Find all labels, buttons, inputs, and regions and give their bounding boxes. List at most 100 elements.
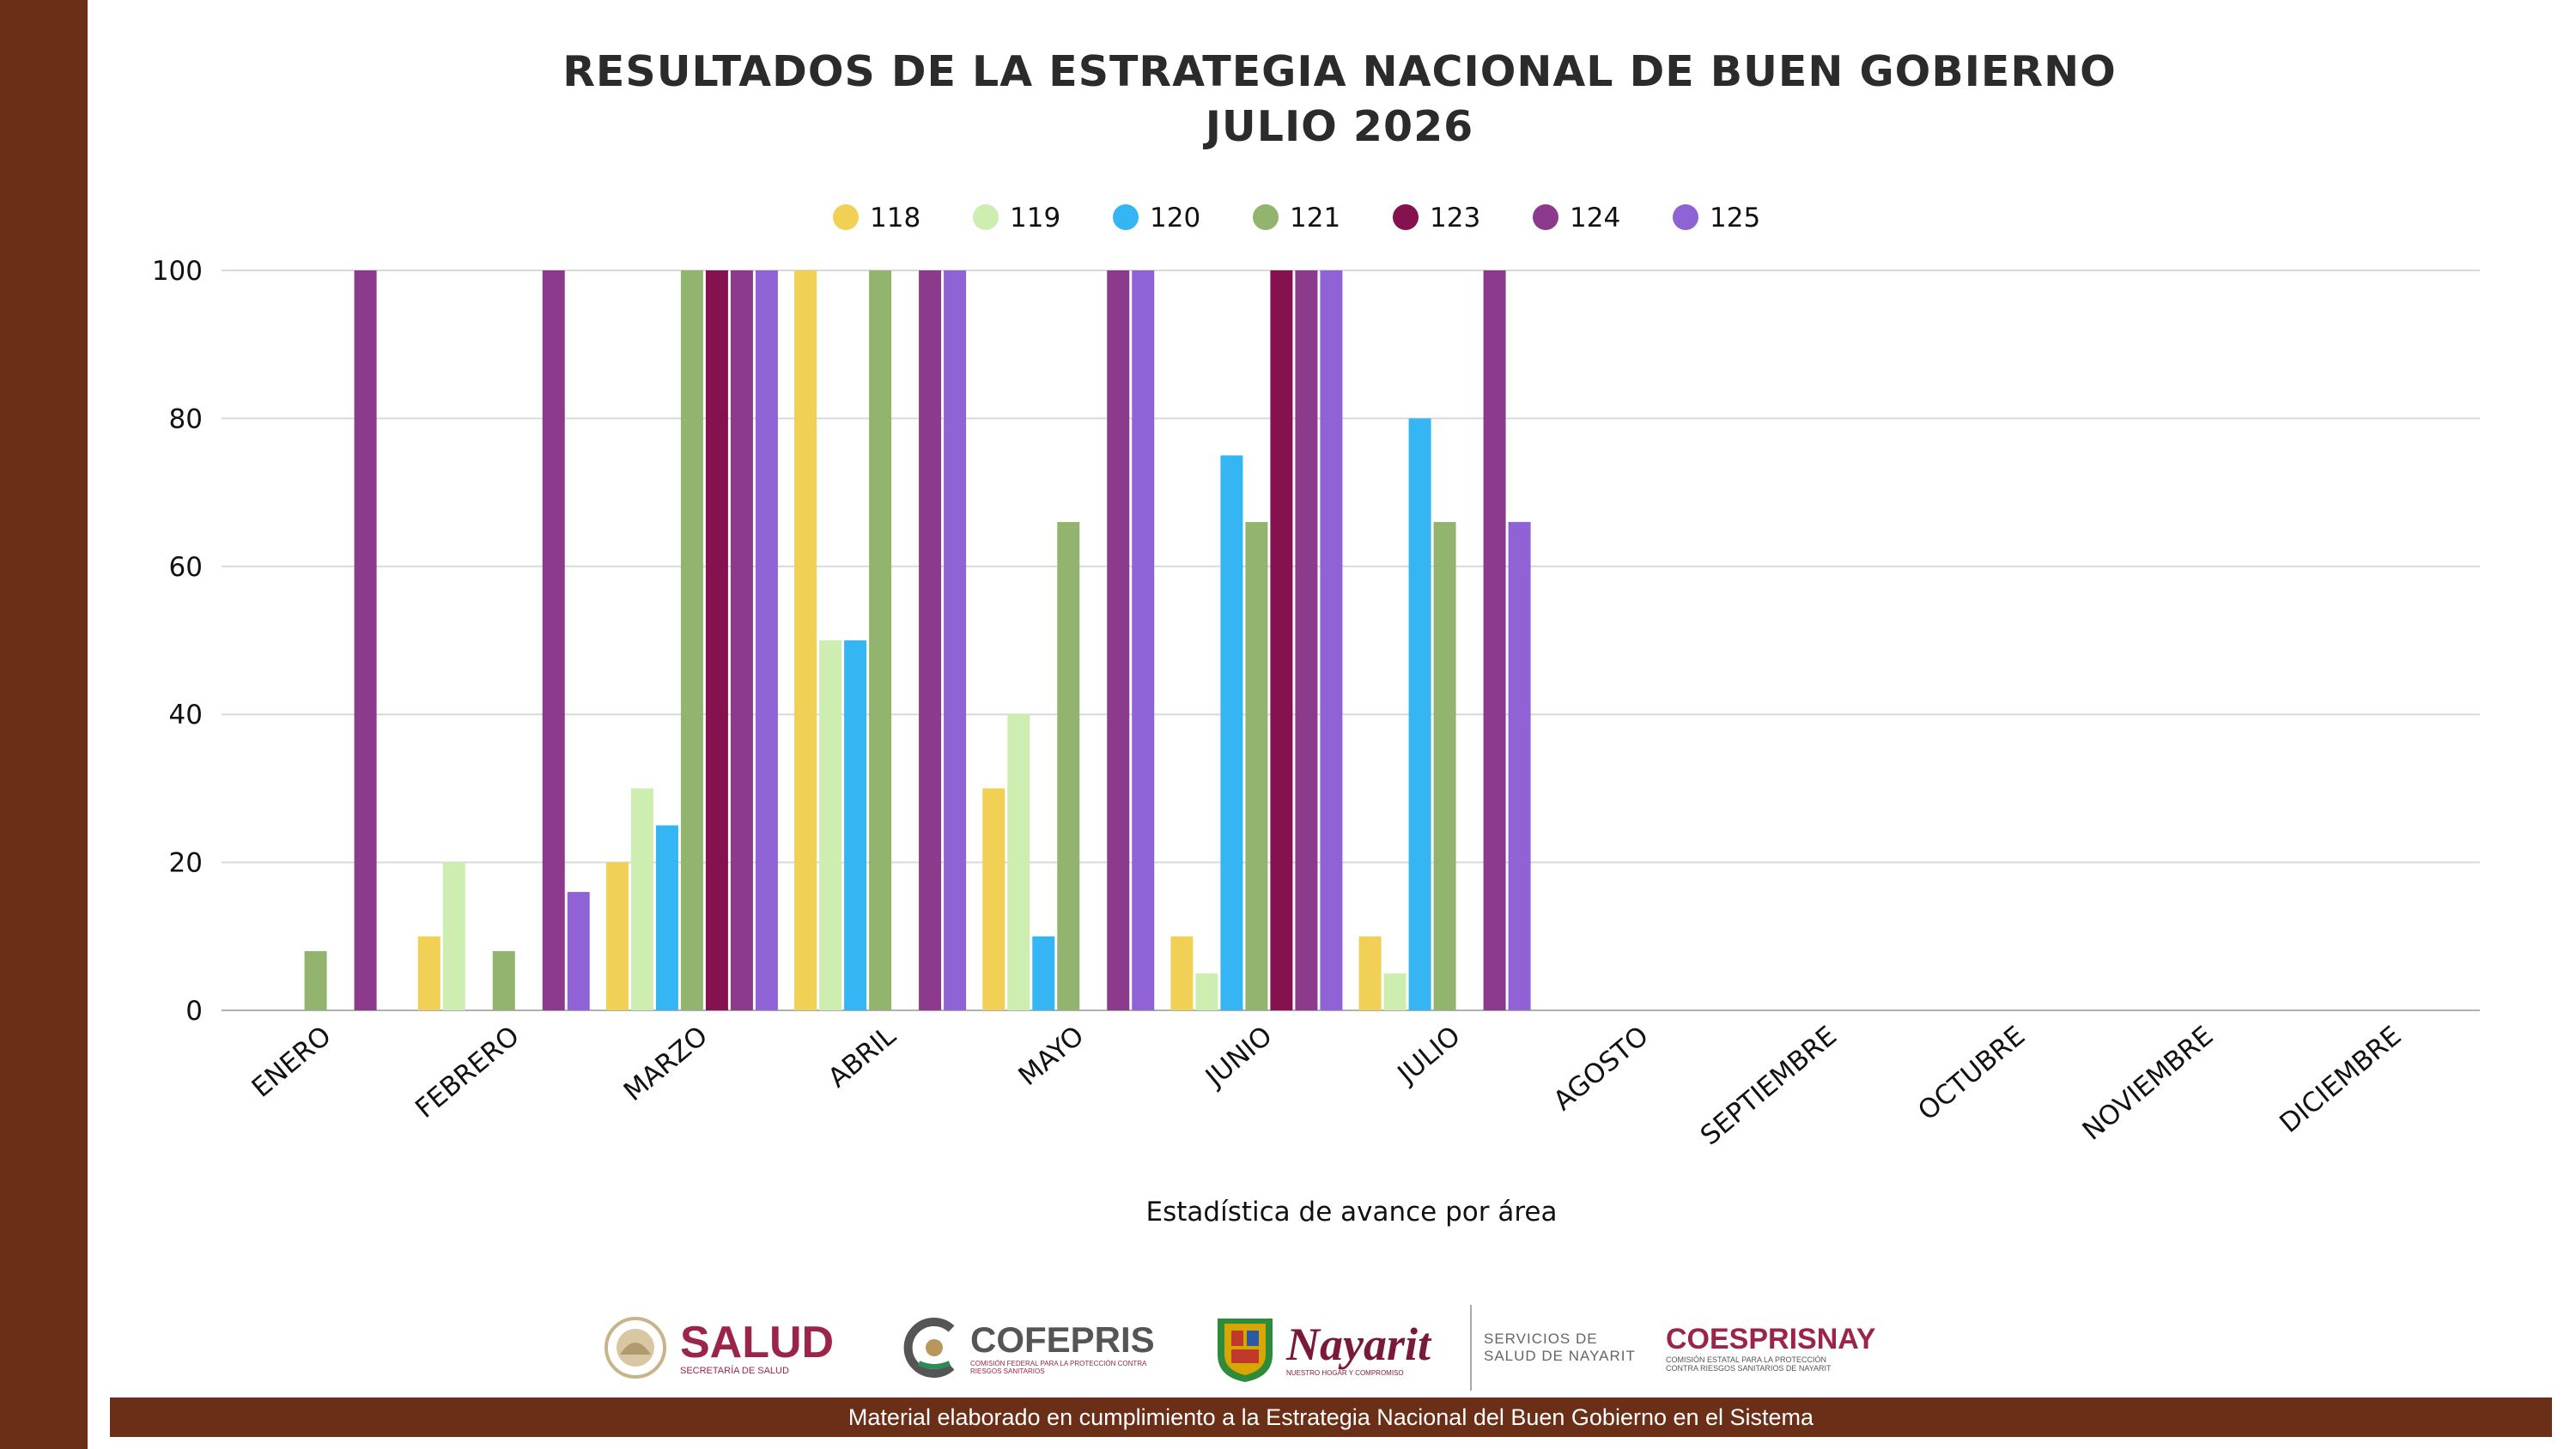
bar-124-febrero [542,270,565,1010]
bar-120-abril [844,640,867,1010]
y-tick-label: 40 [169,700,203,731]
cofepris-emblem-icon [903,1318,955,1378]
cofepris-logo-sub: COMISIÓN FEDERAL PARA LA PROTECCIÓN CONT… [970,1360,1146,1375]
bar-123-junio [1270,270,1293,1010]
bar-124-junio [1295,270,1318,1010]
x-tick-label: ENERO [246,1021,337,1104]
legend-label: 123 [1430,203,1480,233]
bars [304,270,1531,1010]
nayarit-logo-sub: NUESTRO HOGAR Y COMPROMISO [1286,1368,1404,1377]
bar-125-junio [1320,270,1343,1010]
legend-marker [1253,204,1279,230]
bar-121-mayo [1057,522,1080,1010]
bar-118-febrero [417,936,440,1010]
bar-120-julio [1408,418,1431,1010]
y-tick-label: 60 [169,552,203,583]
bar-125-mayo [1132,270,1155,1010]
bar-125-febrero [567,892,590,1010]
bar-119-junio [1195,973,1218,1010]
bar-119-julio [1383,973,1406,1010]
y-tick-label: 100 [152,256,203,287]
chart-title-line-2: JULIO 2026 [1205,102,1474,151]
bar-119-marzo [630,788,653,1010]
servicios-line-2: SALUD DE NAYARIT [1484,1348,1636,1364]
salud-logo: SALUD SECRETARÍA DE SALUD [601,1305,876,1391]
x-tick-label: ABRIL [823,1020,902,1094]
x-tick-label: DICIEMBRE [2274,1021,2407,1139]
bar-118-marzo [605,862,629,1010]
cofepris-logo-name: COFEPRIS [970,1319,1155,1360]
salud-logo-sub: SECRETARÍA DE SALUD [680,1366,789,1376]
bar-121-enero [304,951,327,1010]
footer-bar: Material elaborado en cumplimiento a la … [110,1397,2552,1437]
legend-label: 120 [1150,203,1200,233]
bar-118-mayo [982,788,1005,1010]
chart-title-line-1: RESULTADOS DE LA ESTRATEGIA NACIONAL DE … [562,47,2117,96]
bar-125-marzo [755,270,778,1010]
nayarit-shield-icon [1218,1319,1273,1382]
salud-logo-name: SALUD [680,1318,835,1367]
bar-124-abril [919,270,942,1010]
bar-120-marzo [655,825,678,1010]
legend-label: 119 [1010,203,1060,233]
cofepris-logo: COFEPRIS COMISIÓN FEDERAL PARA LA PROTEC… [902,1305,1176,1391]
nayarit-logo-name: Nayarit [1286,1318,1431,1370]
bar-121-junio [1245,522,1268,1010]
bar-124-marzo [730,270,753,1010]
y-tick-label: 20 [169,848,203,879]
bar-120-mayo [1032,936,1055,1010]
bar-121-abril [869,270,892,1010]
coesprisnay-logo-name: COESPRISNAY [1666,1323,1876,1355]
gridlines [222,270,2480,1011]
bar-119-mayo [1007,714,1030,1010]
y-tick-label: 0 [185,996,203,1027]
servicios-salud-logo: SERVICIOS DE SALUD DE NAYARIT [1470,1305,1656,1391]
coesprisnay-logo-sub-1: COMISIÓN ESTATAL PARA LA PROTECCIÓN [1666,1355,1827,1364]
legend-label: 124 [1570,203,1620,233]
y-axis-ticks: 0 20 40 60 80 100 [152,256,203,1027]
coesprisnay-logo: COESPRISNAY COMISIÓN ESTATAL PARA LA PRO… [1666,1305,1898,1391]
x-axis-ticks: ENERO FEBRERO MARZO ABRIL MAYO JUNIO JULIO AGOS… [246,1020,2408,1151]
bar-119-abril [819,640,842,1010]
bar-123-marzo [705,270,728,1010]
mexico-shield-icon [605,1317,666,1379]
x-tick-label: NOVIEMBRE [2077,1021,2220,1147]
bar-125-abril [944,270,967,1010]
x-tick-label: OCTUBRE [1912,1021,2031,1127]
legend: 118 119 120 121 123 124 125 [833,203,1760,233]
coesprisnay-logo-sub-2: CONTRA RIESGOS SANITARIOS DE NAYARIT [1666,1364,1832,1373]
x-tick-label: JUNIO [1199,1021,1279,1094]
bar-chart: 0 20 40 60 80 100 ENERO FEBRERO MARZO ABRIL MAYO J… [152,203,2480,1228]
bar-124-julio [1483,270,1506,1010]
bar-121-marzo [680,270,703,1010]
bar-119-febrero [442,862,465,1010]
chart-title: RESULTADOS DE LA ESTRATEGIA NACIONAL DE … [112,45,2567,155]
servicios-line-1: SERVICIOS DE [1484,1331,1598,1347]
legend-label: 125 [1710,203,1760,233]
bar-124-enero [354,270,377,1010]
legend-marker [973,204,999,230]
left-accent-bar [0,0,88,1449]
x-tick-label: JULIO [1391,1021,1467,1091]
x-axis-label: Estadística de avance por área [1146,1197,1558,1228]
x-tick-label: AGOSTO [1548,1021,1655,1117]
legend-marker [1393,204,1419,230]
x-tick-label: SEPTIEMBRE [1695,1021,1843,1152]
x-tick-label: MAYO [1012,1021,1090,1093]
bar-124-mayo [1107,270,1130,1010]
y-tick-label: 80 [169,403,203,434]
bar-121-febrero [492,951,515,1010]
legend-marker [1113,204,1139,230]
legend-label: 118 [870,203,920,233]
bar-120-junio [1220,455,1243,1010]
bar-125-julio [1508,522,1531,1010]
legend-marker [1533,204,1558,230]
bar-118-junio [1170,936,1194,1010]
x-tick-label: FEBRERO [410,1021,526,1125]
bar-121-julio [1433,522,1456,1010]
legend-marker [1673,204,1698,230]
footer-text: Material elaborado en cumplimiento a la … [848,1404,1814,1430]
legend-marker [833,204,859,230]
bar-118-julio [1358,936,1382,1010]
bar-118-abril [794,270,817,1010]
